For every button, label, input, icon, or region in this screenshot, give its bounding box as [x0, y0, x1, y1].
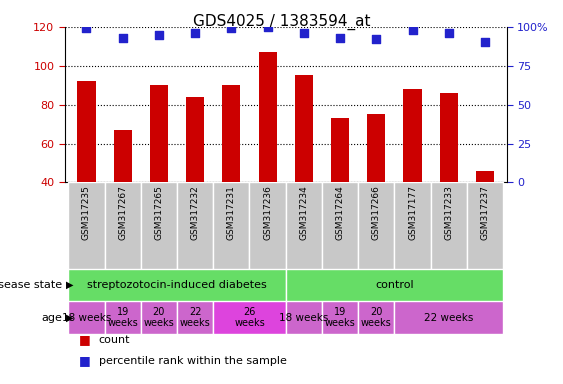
Point [263, 24, 272, 30]
Text: GSM317232: GSM317232 [191, 185, 200, 240]
Bar [177, 301, 213, 334]
Bar [213, 301, 286, 334]
Point [408, 27, 417, 33]
Text: age: age [41, 313, 62, 323]
Text: GSM317234: GSM317234 [300, 185, 309, 240]
Bar [141, 301, 177, 334]
Text: ■: ■ [79, 333, 91, 346]
Bar [78, 81, 96, 182]
Text: GSM317231: GSM317231 [227, 185, 236, 240]
Text: streptozotocin-induced diabetes: streptozotocin-induced diabetes [87, 280, 267, 290]
Bar [68, 301, 105, 334]
Bar [367, 114, 385, 182]
Text: GSM317233: GSM317233 [444, 185, 453, 240]
Point [82, 25, 91, 31]
Text: 20
weeks: 20 weeks [361, 307, 392, 328]
Point [154, 31, 163, 38]
Bar [249, 182, 286, 269]
Text: GSM317236: GSM317236 [263, 185, 272, 240]
Text: GSM317265: GSM317265 [154, 185, 163, 240]
Text: 26
weeks: 26 weeks [234, 307, 265, 328]
Point [118, 35, 127, 41]
Bar [286, 301, 322, 334]
Bar [286, 182, 322, 269]
Text: ■: ■ [79, 354, 91, 367]
Text: 22
weeks: 22 weeks [180, 307, 211, 328]
Text: 19
weeks: 19 weeks [325, 307, 355, 328]
Bar [105, 182, 141, 269]
Bar [331, 118, 349, 182]
Bar [150, 85, 168, 182]
Bar [68, 182, 105, 269]
Text: control: control [375, 280, 414, 290]
Point [444, 30, 453, 36]
Text: 18 weeks: 18 weeks [62, 313, 111, 323]
Text: GSM317177: GSM317177 [408, 185, 417, 240]
Bar [358, 301, 395, 334]
Point [336, 35, 345, 41]
Bar [114, 130, 132, 182]
Text: GDS4025 / 1383594_at: GDS4025 / 1383594_at [193, 13, 370, 30]
Bar [395, 182, 431, 269]
Text: GSM317237: GSM317237 [480, 185, 489, 240]
Text: GSM317264: GSM317264 [336, 185, 345, 240]
Bar [295, 76, 313, 182]
Bar [322, 301, 358, 334]
Text: count: count [99, 335, 130, 345]
Text: GSM317235: GSM317235 [82, 185, 91, 240]
Bar [322, 182, 358, 269]
Point [191, 30, 200, 36]
Text: 22 weeks: 22 weeks [424, 313, 473, 323]
Text: GSM317266: GSM317266 [372, 185, 381, 240]
Bar [431, 182, 467, 269]
Bar [68, 269, 286, 301]
Point [227, 25, 236, 31]
Bar [141, 182, 177, 269]
Bar [177, 182, 213, 269]
Bar [258, 52, 276, 182]
Text: 18 weeks: 18 weeks [279, 313, 329, 323]
Bar [395, 301, 503, 334]
Bar [105, 301, 141, 334]
Bar [186, 97, 204, 182]
Bar [286, 269, 503, 301]
Bar [467, 182, 503, 269]
Bar [358, 182, 395, 269]
Text: GSM317267: GSM317267 [118, 185, 127, 240]
Text: ▶: ▶ [66, 313, 74, 323]
Bar [222, 85, 240, 182]
Bar [476, 171, 494, 182]
Bar [404, 89, 422, 182]
Point [372, 36, 381, 42]
Point [480, 40, 489, 46]
Bar [440, 93, 458, 182]
Text: ▶: ▶ [66, 280, 74, 290]
Point [300, 30, 309, 36]
Text: 19
weeks: 19 weeks [108, 307, 138, 328]
Text: 20
weeks: 20 weeks [144, 307, 175, 328]
Bar [213, 182, 249, 269]
Text: disease state: disease state [0, 280, 62, 290]
Text: percentile rank within the sample: percentile rank within the sample [99, 356, 287, 366]
